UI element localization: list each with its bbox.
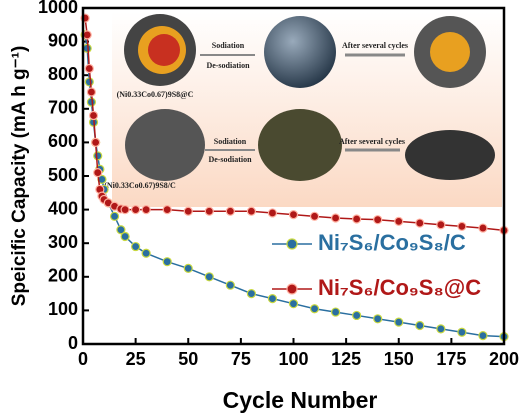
- point: [183, 206, 193, 216]
- point: [120, 205, 130, 215]
- point: [84, 63, 94, 74]
- point: [162, 257, 172, 267]
- annotation: After several cycles: [339, 137, 405, 146]
- x-tick-label: 0: [78, 349, 88, 369]
- point: [331, 213, 341, 223]
- particle: [258, 109, 342, 181]
- x-tick-label: 125: [331, 349, 361, 369]
- point: [131, 205, 141, 215]
- annotation: Sodiation: [212, 41, 245, 50]
- legend-marker: [286, 283, 298, 295]
- y-tick-label: 0: [68, 333, 78, 353]
- point: [84, 77, 94, 87]
- x-tick-label: 175: [436, 349, 466, 369]
- x-tick-label: 50: [178, 349, 198, 369]
- y-axis-title: Speicific Capacity (mA h g⁻¹): [9, 46, 30, 307]
- point: [204, 206, 214, 216]
- point: [288, 210, 299, 220]
- point: [88, 110, 99, 121]
- annotation: De-sodiation: [208, 155, 252, 164]
- legend-label: Ni₇S₆/Co₉S₈@C: [318, 275, 481, 300]
- point: [162, 205, 172, 215]
- point: [309, 304, 320, 314]
- sphere: [264, 16, 336, 88]
- point: [82, 30, 92, 40]
- annotation: (Ni0.33Co0.67)9S8@C: [117, 90, 194, 99]
- point: [457, 221, 467, 231]
- x-tick-label: 100: [278, 349, 308, 369]
- sphere-core: [148, 34, 180, 66]
- point: [93, 168, 103, 178]
- point: [267, 294, 278, 304]
- point: [267, 208, 278, 218]
- y-tick-label: 1000: [38, 0, 78, 17]
- y-tick-label: 600: [48, 131, 78, 151]
- x-tick-label: 25: [126, 349, 146, 369]
- point: [86, 87, 97, 97]
- y-tick-label: 500: [48, 165, 78, 185]
- sphere-core: [430, 32, 470, 72]
- point: [373, 314, 383, 324]
- inset-illustration: Sodiation De-sodiation After several cyc…: [104, 12, 502, 207]
- point: [246, 289, 256, 299]
- point: [116, 225, 126, 235]
- point: [120, 231, 130, 242]
- annotation: De-sodiation: [206, 61, 250, 70]
- point: [415, 320, 425, 331]
- annotation: Sodiation: [214, 137, 247, 146]
- point: [246, 206, 256, 216]
- annotation: After several cycles: [342, 41, 408, 50]
- y-tick-label: 700: [48, 98, 78, 118]
- y-tick-label: 200: [48, 266, 78, 286]
- point: [373, 215, 383, 225]
- point: [352, 214, 362, 224]
- particle: [405, 130, 495, 180]
- point: [415, 218, 425, 228]
- point: [204, 272, 214, 282]
- point: [331, 307, 341, 317]
- plot-frame: [81, 6, 506, 346]
- legend-marker: [286, 238, 298, 250]
- y-tick-label: 100: [48, 299, 78, 319]
- point: [225, 206, 235, 216]
- point: [141, 248, 151, 258]
- particle: [125, 109, 205, 181]
- point: [478, 331, 488, 341]
- y-tick-label: 900: [48, 30, 78, 50]
- point: [394, 317, 404, 327]
- x-axis-title: Cycle Number: [223, 387, 378, 413]
- y-tick-label: 300: [48, 232, 78, 252]
- legend-label: Ni₇S₆/Co₉S₈/C: [318, 230, 466, 255]
- point: [436, 324, 446, 334]
- point: [109, 211, 120, 221]
- point: [183, 263, 193, 273]
- x-tick-label: 75: [231, 349, 251, 369]
- point: [131, 241, 141, 252]
- point: [309, 211, 320, 221]
- point: [288, 299, 299, 309]
- y-tick-label: 400: [48, 198, 78, 218]
- point: [91, 137, 101, 147]
- point: [225, 280, 235, 290]
- point: [478, 223, 488, 233]
- annotation: (Ni0.33Co0.67)9S8/C: [104, 181, 176, 190]
- x-tick-label: 150: [384, 349, 414, 369]
- point: [457, 327, 467, 337]
- series: [80, 13, 509, 236]
- y-tick-label: 800: [48, 64, 78, 84]
- point: [394, 216, 404, 226]
- point: [352, 310, 362, 321]
- point: [141, 205, 151, 215]
- point: [436, 220, 446, 230]
- point: [93, 151, 103, 161]
- x-tick-label: 200: [489, 349, 519, 369]
